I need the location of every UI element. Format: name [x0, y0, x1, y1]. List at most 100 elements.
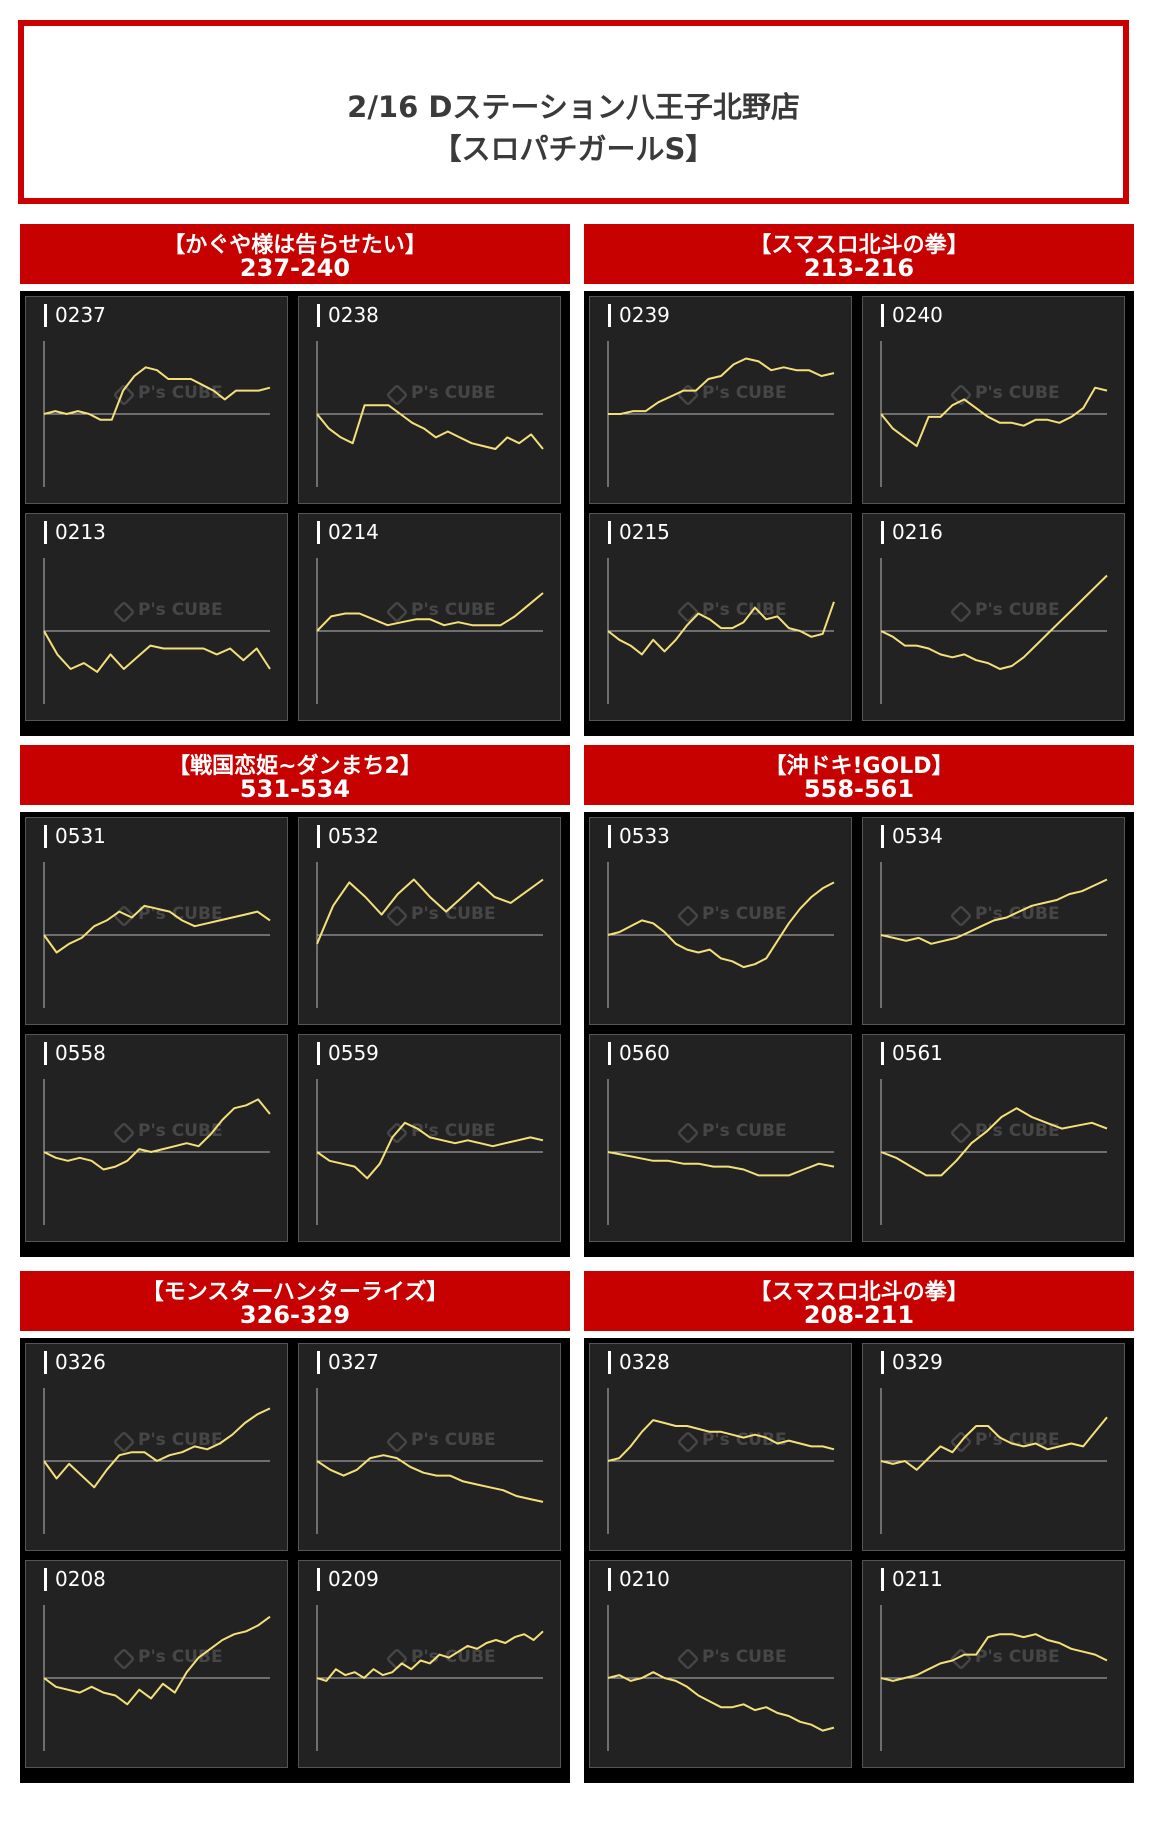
machine-chart: 0534 P's CUBE — [862, 817, 1125, 1025]
line-chart-svg — [880, 1079, 1108, 1225]
group-title: 【スマスロ北斗の拳】 — [749, 233, 969, 258]
group-chart-block: 0328 P's CUBE 0329 P's CUBE 0210 P's CUBE 0211… — [584, 1338, 1134, 1783]
watermark-text: P's CUBE — [975, 383, 1060, 403]
series-line — [880, 1416, 1108, 1471]
machine-number: 0328 — [608, 1351, 670, 1374]
watermark-logo: P's CUBE — [112, 1117, 223, 1157]
watermark-text: P's CUBE — [411, 600, 496, 620]
machine-number: 0213 — [44, 521, 106, 544]
line-chart-svg — [880, 341, 1108, 487]
machine-chart: 0211 P's CUBE — [862, 1560, 1125, 1768]
group-band: 【スマスロ北斗の拳】 213-216 — [584, 224, 1134, 284]
watermark-logo: P's CUBE — [676, 1117, 787, 1157]
machine-number: 0240 — [881, 304, 943, 327]
line-chart-svg — [316, 341, 544, 487]
line-chart-svg — [316, 862, 544, 1008]
machine-chart: 0208 P's CUBE — [25, 1560, 288, 1768]
watermark-text: P's CUBE — [138, 1647, 223, 1667]
machine-number: 0208 — [44, 1568, 106, 1591]
series-line — [607, 1671, 835, 1732]
series-line — [607, 1419, 835, 1462]
machine-number: 0533 — [608, 825, 670, 848]
watermark-logo: P's CUBE — [385, 900, 496, 940]
group-chart-block: 0239 P's CUBE 0240 P's CUBE 0215 P's CUBE 0216… — [584, 291, 1134, 736]
line-chart-svg — [607, 1605, 835, 1751]
line-chart-svg — [43, 1079, 271, 1225]
series-line — [880, 878, 1108, 945]
line-chart-svg — [880, 558, 1108, 704]
watermark-text: P's CUBE — [138, 1121, 223, 1141]
series-line — [43, 366, 271, 421]
watermark-logo: P's CUBE — [112, 596, 223, 636]
series-line — [316, 1630, 544, 1682]
page-subtitle: 【スロパチガールS】 — [432, 132, 715, 166]
watermark-logo: P's CUBE — [949, 1117, 1060, 1157]
watermark-text: P's CUBE — [975, 1121, 1060, 1141]
line-chart-svg — [880, 1605, 1108, 1751]
watermark-text: P's CUBE — [411, 1430, 496, 1450]
group-title: 【かぐや様は告らせたい】 — [163, 233, 427, 258]
watermark-logo: P's CUBE — [385, 1426, 496, 1466]
group-chart-block: 0533 P's CUBE 0534 P's CUBE 0560 P's CUBE 0561… — [584, 812, 1134, 1257]
watermark-text: P's CUBE — [702, 600, 787, 620]
series-line — [880, 1107, 1108, 1177]
watermark-logo: P's CUBE — [949, 379, 1060, 419]
line-chart-svg — [880, 862, 1108, 1008]
group-range: 531-534 — [239, 775, 351, 803]
machine-chart: 0533 P's CUBE — [589, 817, 852, 1025]
watermark-logo: P's CUBE — [112, 1643, 223, 1683]
line-chart-svg — [43, 341, 271, 487]
watermark-text: P's CUBE — [975, 600, 1060, 620]
group-range: 237-240 — [239, 254, 351, 282]
watermark-logo: P's CUBE — [676, 379, 787, 419]
line-chart-svg — [43, 1605, 271, 1751]
group-band: 【かぐや様は告らせたい】 237-240 — [20, 224, 570, 284]
machine-number: 0561 — [881, 1042, 943, 1065]
machine-chart: 0209 P's CUBE — [298, 1560, 561, 1768]
page-title: 2/16 Dステーション八王子北野店 — [347, 90, 800, 124]
machine-number: 0216 — [881, 521, 943, 544]
group-band: 【戦国恋姫~ダンまち2】 531-534 — [20, 745, 570, 805]
watermark-logo: P's CUBE — [949, 1643, 1060, 1683]
machine-number: 0558 — [44, 1042, 106, 1065]
line-chart-svg — [43, 1388, 271, 1534]
watermark-logo: P's CUBE — [949, 596, 1060, 636]
line-chart-svg — [43, 558, 271, 704]
machine-chart: 0532 P's CUBE — [298, 817, 561, 1025]
group-band: 【沖ドキ!GOLD】 558-561 — [584, 745, 1134, 805]
series-line — [43, 904, 271, 954]
machine-number: 0534 — [881, 825, 943, 848]
watermark-logo: P's CUBE — [112, 1426, 223, 1466]
group-range: 213-216 — [803, 254, 915, 282]
watermark-text: P's CUBE — [702, 904, 787, 924]
line-chart-svg — [316, 558, 544, 704]
series-line — [316, 592, 544, 632]
group-title: 【戦国恋姫~ダンまち2】 — [168, 754, 422, 779]
series-line — [608, 357, 835, 415]
group-range: 208-211 — [803, 1301, 915, 1329]
machine-number: 0214 — [317, 521, 379, 544]
series-line — [316, 878, 544, 945]
group-chart-block: 0326 P's CUBE 0327 P's CUBE 0208 P's CUBE 0209… — [20, 1338, 570, 1783]
machine-chart: 0560 P's CUBE — [589, 1034, 852, 1242]
series-line — [43, 630, 271, 673]
group-title: 【スマスロ北斗の拳】 — [749, 1280, 969, 1305]
watermark-text: P's CUBE — [702, 383, 787, 403]
series-line — [607, 601, 835, 656]
series-line — [316, 404, 544, 450]
series-line — [880, 574, 1108, 670]
watermark-text: P's CUBE — [702, 1647, 787, 1667]
watermark-logo: P's CUBE — [385, 379, 496, 419]
series-line — [880, 1633, 1108, 1682]
line-chart-svg — [607, 341, 835, 487]
line-chart-svg — [316, 1605, 544, 1751]
machine-chart: 0239 P's CUBE — [589, 296, 852, 504]
machine-number: 0215 — [608, 521, 670, 544]
watermark-text: P's CUBE — [411, 383, 496, 403]
machine-number: 0239 — [608, 304, 670, 327]
watermark-logo: P's CUBE — [112, 379, 223, 419]
machine-chart: 0327 P's CUBE — [298, 1343, 561, 1551]
watermark-text: P's CUBE — [702, 1121, 787, 1141]
machine-number: 0211 — [881, 1568, 943, 1591]
group-band: 【スマスロ北斗の拳】 208-211 — [584, 1271, 1134, 1331]
